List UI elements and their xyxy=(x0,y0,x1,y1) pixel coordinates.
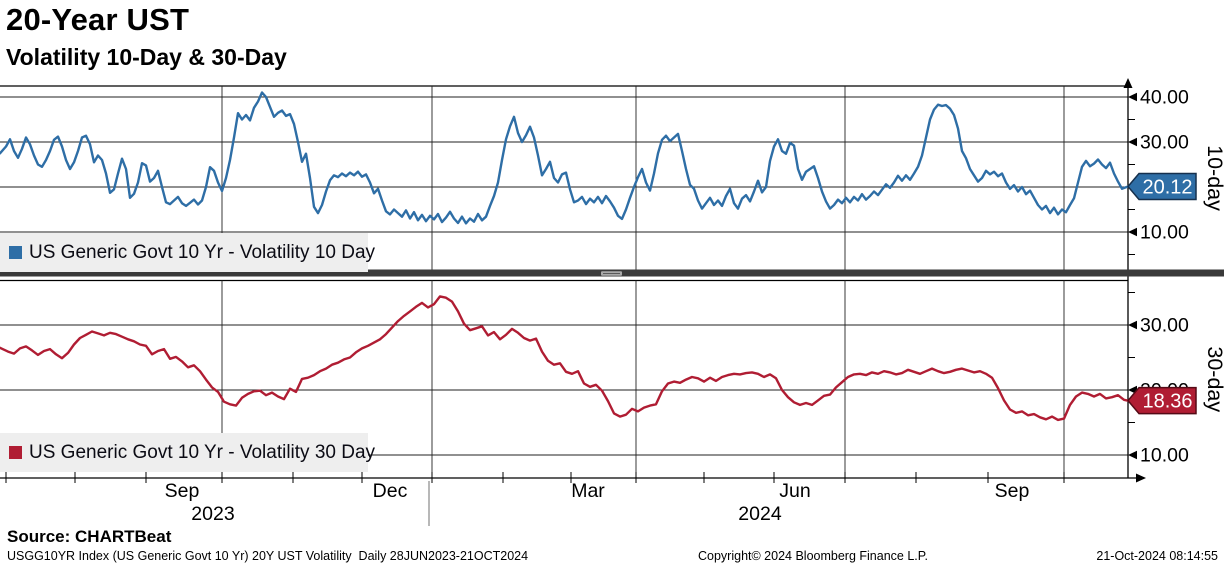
footer-copyright: Copyright© 2024 Bloomberg Finance L.P. xyxy=(698,549,928,563)
svg-text:Sep: Sep xyxy=(165,480,200,502)
page-subtitle: Volatility 10-Day & 30-Day xyxy=(6,44,287,70)
legend-30-day-label: US Generic Govt 10 Yr - Volatility 30 Da… xyxy=(29,441,376,463)
source-label: Source: CHARTBeat xyxy=(7,527,172,546)
legend-10-day: US Generic Govt 10 Yr - Volatility 10 Da… xyxy=(0,233,375,272)
svg-text:10.00: 10.00 xyxy=(1140,222,1189,244)
svg-text:30.00: 30.00 xyxy=(1140,315,1189,337)
svg-text:Sep: Sep xyxy=(995,480,1030,502)
footer-timestamp: 21-Oct-2024 08:14:55 xyxy=(1096,549,1218,563)
legend-swatch-blue-icon xyxy=(9,246,22,259)
legend-30-day: US Generic Govt 10 Yr - Volatility 30 Da… xyxy=(0,433,375,472)
legend-10-day-label: US Generic Govt 10 Yr - Volatility 10 Da… xyxy=(29,241,376,263)
svg-text:Dec: Dec xyxy=(373,480,408,502)
svg-text:18.36: 18.36 xyxy=(1142,391,1192,413)
svg-text:Mar: Mar xyxy=(571,480,605,502)
svg-text:20.12: 20.12 xyxy=(1142,176,1192,198)
page-title: 20-Year UST xyxy=(6,2,190,37)
svg-text:10.00: 10.00 xyxy=(1140,445,1189,467)
svg-text:2023: 2023 xyxy=(191,503,234,525)
svg-text:40.00: 40.00 xyxy=(1140,87,1189,109)
svg-text:30.00: 30.00 xyxy=(1140,132,1189,154)
svg-text:30-day: 30-day xyxy=(1203,346,1224,412)
legend-swatch-red-icon xyxy=(9,446,22,459)
svg-text:2024: 2024 xyxy=(738,503,782,525)
footer-ticker-info: USGG10YR Index (US Generic Govt 10 Yr) 2… xyxy=(7,549,529,563)
svg-text:Jun: Jun xyxy=(779,480,810,502)
svg-text:10-day: 10-day xyxy=(1203,145,1224,211)
